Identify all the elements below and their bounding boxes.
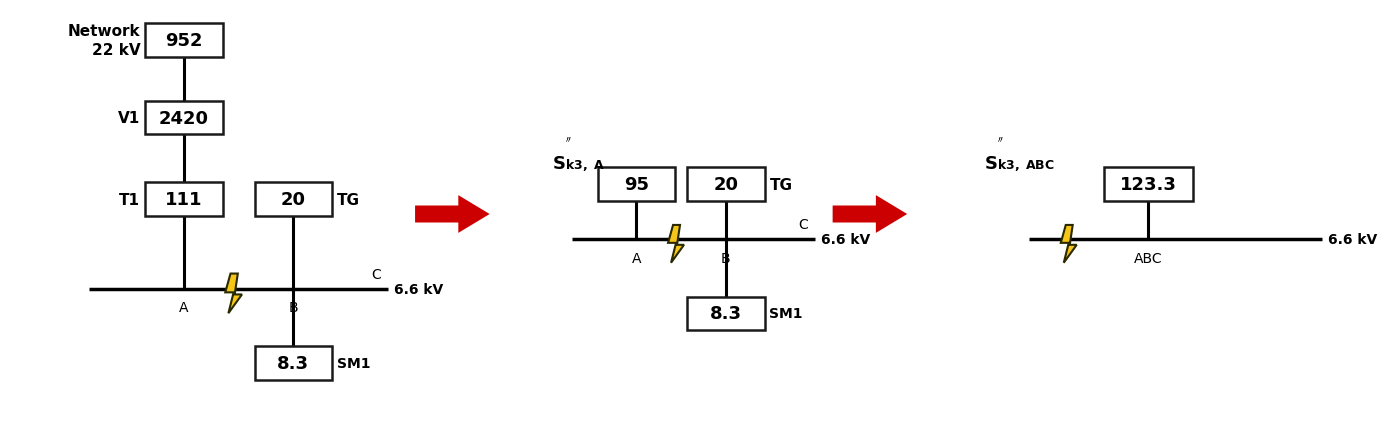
Text: TG: TG [770, 177, 792, 192]
Text: $''$: $''$ [997, 135, 1004, 149]
Text: 111: 111 [165, 190, 202, 209]
Text: TG: TG [337, 192, 360, 207]
Text: $\mathbf{S}$: $\mathbf{S}$ [551, 155, 565, 173]
Text: V1: V1 [118, 111, 140, 126]
Text: A: A [179, 301, 188, 315]
Text: $\mathbf{k3,\ ABC}$: $\mathbf{k3,\ ABC}$ [997, 157, 1055, 173]
Bar [687, 297, 765, 331]
Polygon shape [668, 225, 684, 263]
Text: B: B [288, 301, 298, 315]
Text: SM1: SM1 [770, 307, 803, 321]
Bar [145, 183, 223, 216]
Text: 2420: 2420 [159, 109, 209, 127]
Text: 6.6 kV: 6.6 kV [821, 232, 870, 246]
Text: 6.6 kV: 6.6 kV [1328, 232, 1378, 246]
Text: 8.3: 8.3 [709, 305, 742, 322]
Text: 952: 952 [165, 32, 202, 50]
Bar [145, 24, 223, 58]
Text: $''$: $''$ [565, 135, 572, 149]
Text: Network
22 kV: Network 22 kV [68, 24, 140, 58]
Bar [597, 168, 674, 202]
Polygon shape [226, 274, 242, 313]
Polygon shape [1061, 225, 1076, 263]
Polygon shape [416, 196, 490, 233]
Text: T1: T1 [119, 192, 140, 207]
Text: ABC: ABC [1134, 251, 1162, 265]
Text: $\mathbf{k3,\ A}$: $\mathbf{k3,\ A}$ [565, 157, 605, 173]
Text: 8.3: 8.3 [277, 354, 309, 372]
Bar [145, 101, 223, 135]
Text: $\mathbf{S}$: $\mathbf{S}$ [985, 155, 997, 173]
Text: 95: 95 [623, 176, 648, 194]
Text: C: C [371, 267, 381, 281]
Text: 20: 20 [713, 176, 738, 194]
Text: A: A [632, 251, 641, 265]
Bar [255, 347, 332, 380]
Text: SM1: SM1 [337, 356, 371, 370]
Polygon shape [832, 196, 907, 233]
Bar [1104, 168, 1192, 202]
Bar [687, 168, 765, 202]
Text: 6.6 kV: 6.6 kV [393, 282, 443, 296]
Text: C: C [798, 218, 809, 231]
Bar [255, 183, 332, 216]
Text: 20: 20 [281, 190, 306, 209]
Text: B: B [722, 251, 730, 265]
Text: 123.3: 123.3 [1120, 176, 1177, 194]
